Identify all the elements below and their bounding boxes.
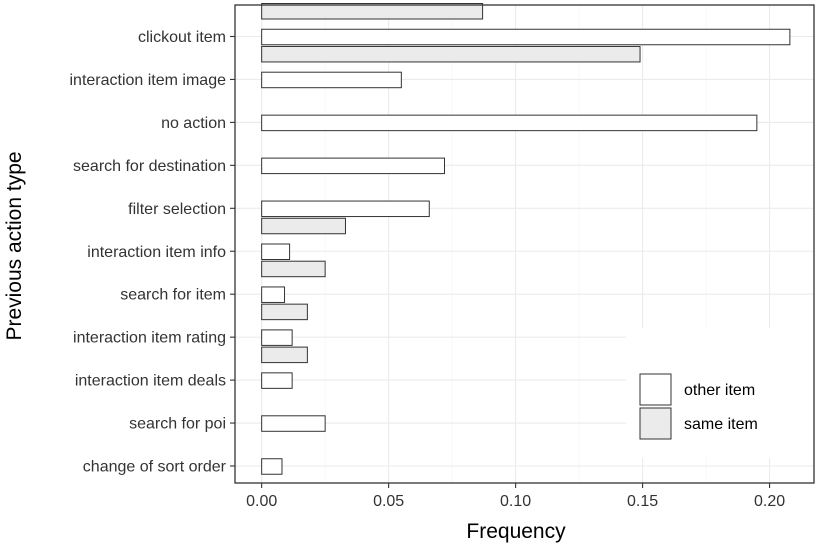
bar-other-item: [261, 200, 430, 218]
y-tick-label: search for poi: [129, 416, 226, 433]
legend-label: same item: [684, 416, 758, 433]
legend-key: [639, 407, 672, 440]
bar-other-item: [261, 28, 791, 46]
bars: [261, 3, 791, 475]
x-axis-title: Frequency: [466, 520, 566, 543]
y-tick-label: interaction item image: [69, 72, 226, 89]
bar-other-item: [261, 458, 283, 475]
legend: other item same item: [639, 373, 758, 440]
bar-other-item: [261, 372, 293, 389]
y-axis-title: Previous action type: [3, 151, 26, 340]
legend-label: other item: [684, 382, 755, 399]
x-tick-label: 0.20: [754, 493, 785, 510]
x-tick-label: 0.00: [246, 493, 277, 510]
x-axis: 0.00 0.05 0.10 0.15 0.20: [246, 483, 785, 510]
bar-other-item: [261, 114, 758, 132]
y-tick-label: interaction item rating: [73, 330, 226, 347]
y-tick-label: search for item: [120, 287, 226, 304]
x-tick-label: 0.05: [373, 493, 404, 510]
bar-same-item: [261, 260, 326, 278]
bar-same-item: [261, 217, 346, 235]
bar-same-item: [261, 3, 484, 20]
y-tick-label: interaction item info: [87, 244, 226, 261]
legend-key: [639, 373, 672, 406]
bar-same-item: [261, 346, 308, 364]
bar-other-item: [261, 243, 291, 260]
x-tick-label: 0.10: [500, 493, 531, 510]
x-tick-label: 0.15: [627, 493, 658, 510]
y-axis: clickout item interaction item image no ac…: [69, 29, 235, 476]
bar-other-item: [261, 329, 293, 346]
y-tick-label: interaction item deals: [75, 373, 226, 390]
bar-other-item: [261, 415, 326, 432]
bar-other-item: [261, 286, 286, 303]
y-tick-label: search for destination: [73, 158, 226, 175]
y-tick-label: clickout item: [138, 29, 226, 46]
plot-panel-border: [234, 4, 815, 484]
bar-other-item: [261, 157, 446, 175]
y-tick-label: change of sort order: [83, 459, 227, 476]
bar-other-item: [261, 71, 402, 89]
bar-same-item: [261, 45, 641, 63]
y-tick-label: filter selection: [128, 201, 226, 218]
y-tick-label: no action: [161, 115, 226, 132]
bar-same-item: [261, 303, 308, 321]
